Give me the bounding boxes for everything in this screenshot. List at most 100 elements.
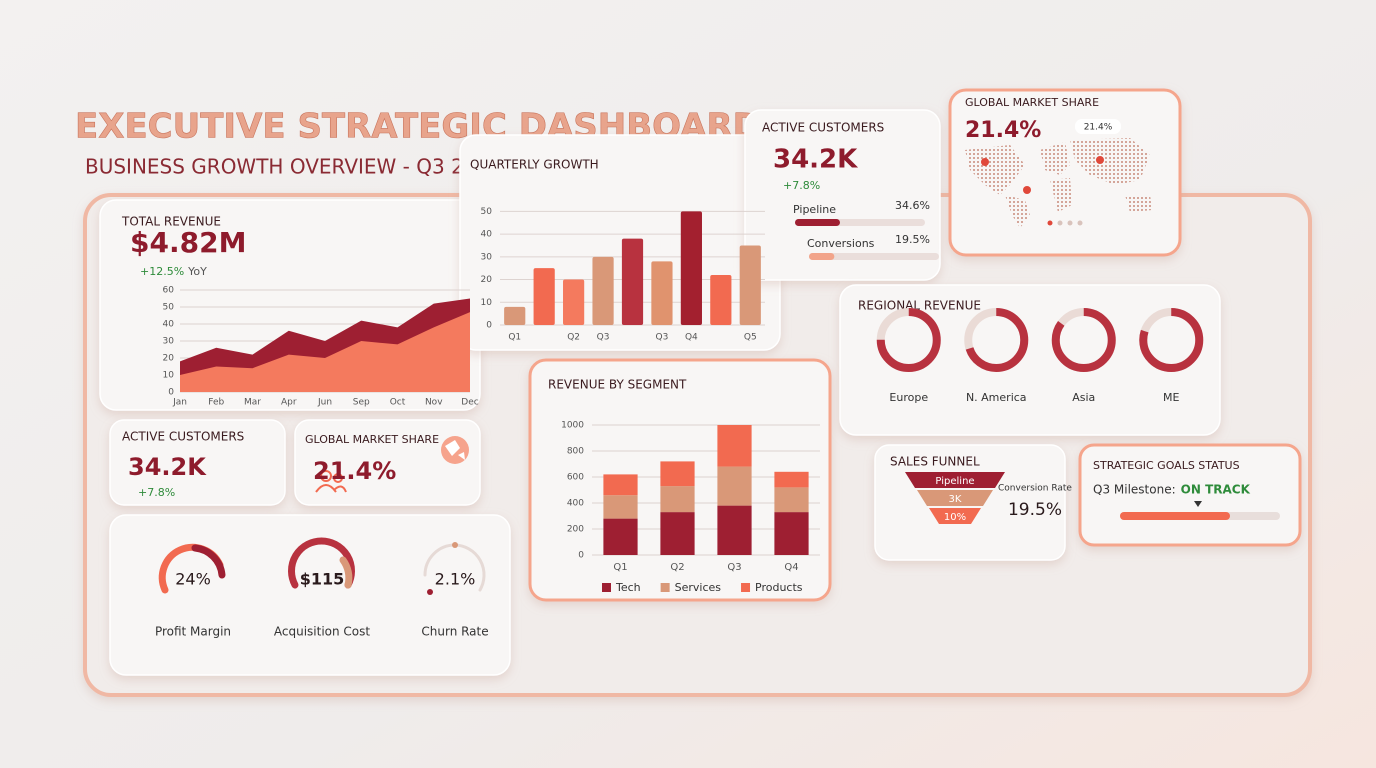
legend-swatch [602,583,611,592]
y-tick-label: 600 [567,473,584,483]
y-tick-label: 50 [481,207,493,217]
x-tick-label: Q3 [727,562,741,573]
y-tick-label: 800 [567,447,584,457]
bar [563,279,585,325]
x-tick-label: Oct [390,398,406,408]
x-tick-label: Q1 [508,333,521,343]
page-dot [1057,220,1063,226]
y-tick-label: 0 [486,321,492,331]
y-tick-label: 20 [163,354,175,364]
continent [1005,195,1030,228]
gauge-value: $115 [300,570,345,589]
funnel-stage [917,490,993,506]
card-title: SALES FUNNEL [890,455,980,469]
funnel [905,472,1005,524]
x-tick-label: Jan [172,398,187,408]
card-title: GLOBAL MARKET SHARE [965,96,1099,109]
legend-swatch [660,583,670,592]
progress-value: 19.5% [895,233,930,246]
category-label: Asia [1072,391,1095,404]
kpi-value: 34.2K [773,145,858,175]
bar-segment [603,495,638,519]
x-tick-label: Q4 [685,333,698,343]
funnel-stage [905,472,1005,488]
kpi-change: +7.8% [138,486,175,499]
kpi-change: +12.5% [140,265,184,278]
x-tick-label: Q3 [597,333,610,343]
continent [1070,138,1150,185]
y-tick-label: 30 [481,252,493,262]
y-tick-label: 10 [163,371,175,381]
x-tick-label: Q2 [670,562,684,573]
funnel-label: Pipeline [935,476,974,487]
funnel-label: 3K [949,494,962,505]
bar [504,306,526,325]
bar-segment [717,425,752,467]
kpi-change: +7.8% [783,179,820,192]
progress-track [809,253,939,260]
bar [621,238,644,325]
x-tick-label: Mar [244,398,261,408]
y-tick-label: 10 [481,298,493,308]
page-dot [1067,220,1073,226]
kpi-value: 34.2K [128,453,207,481]
y-tick-label: 20 [481,275,493,285]
badge-label: 21.4% [1084,123,1113,133]
world-map [965,119,1152,228]
map-pin [1023,186,1031,194]
donut-arc [876,308,941,372]
continent [1040,142,1070,175]
progress-bar [809,253,835,260]
progress-label: Pipeline [793,203,836,216]
card [294,419,481,506]
x-tick-label: Q3 [656,333,669,343]
continent [1125,195,1152,212]
milestone-status: ON TRACK [1181,483,1251,497]
bar [710,275,732,325]
y-tick-label: 0 [578,551,584,561]
dashboard-subtitle: BUSINESS GROWTH OVERVIEW - Q3 2024 [85,155,502,179]
y-tick-label: 0 [168,388,174,398]
legend-label: Services [675,581,722,594]
bar-segment [660,512,695,555]
card-title: STRATEGIC GOALS STATUS [1093,459,1240,472]
category-label: N. America [966,391,1027,404]
y-tick-label: 40 [163,320,175,330]
area [180,312,470,392]
x-tick-label: Q4 [784,562,798,573]
donut-arc [964,308,1029,372]
x-tick-label: Q2 [567,333,580,343]
badge [1075,119,1121,134]
people-icon [315,470,347,493]
bar-segment [774,487,809,513]
legend-swatch [741,583,751,592]
continent [1050,178,1072,212]
card [744,109,941,281]
milestone-label: Q3 Milestone: [1093,483,1176,497]
x-tick-label: Sep [353,398,370,408]
page-dot [1077,220,1083,226]
bar-segment [717,466,752,506]
rate-label: Conversion Rate [998,484,1072,494]
x-tick-label: Nov [425,398,443,408]
globe-icon [441,436,469,464]
bar-segment [774,471,809,488]
gauge-label: Acquisition Cost [274,625,371,639]
map-pin [981,158,989,166]
rate-value: 19.5% [1008,500,1062,520]
funnel-label: 10% [944,512,966,523]
kpi-value: 21.4% [965,118,1041,143]
y-tick-label: 400 [567,499,584,509]
y-tick-label: 200 [567,525,584,535]
progress-bar [795,219,840,226]
donut-arc [1139,308,1204,372]
y-tick-label: 40 [481,230,493,240]
gauge-value: 2.1% [435,570,476,589]
chart-title: REVENUE BY SEGMENT [548,378,687,392]
donut-arc [1051,308,1116,372]
x-tick-label: Jun [317,398,332,408]
progress-fill [1120,512,1230,520]
y-tick-label: 50 [163,303,175,313]
